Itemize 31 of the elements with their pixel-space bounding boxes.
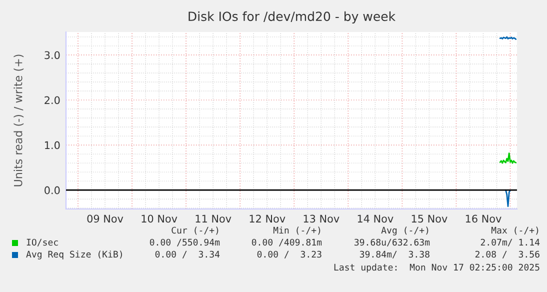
text: Cur (-/+): [172, 226, 218, 235]
y-tick-label: 1.0: [45, 141, 60, 150]
legend-label: IO/sec: [26, 238, 58, 246]
x-tick-label: 16 Nov: [466, 214, 502, 223]
chart-title: Disk IOs for /dev/md20 - by week: [188, 11, 396, 24]
x-tick-label: 14 Nov: [358, 214, 394, 223]
x-tick-label: 10 Nov: [142, 214, 178, 223]
text: 0.00 / 3.34: [155, 250, 220, 258]
y-tick-label: 2.0: [44, 96, 60, 104]
y-tick-label: 3.0: [44, 51, 60, 60]
x-tick-label: 12 Nov: [250, 214, 286, 223]
y-tick-label: 0.0: [44, 186, 60, 194]
y-axis-title: Units read (-) / write (+): [14, 54, 24, 186]
x-tick-label: 09 Nov: [87, 214, 124, 223]
text: 0.00 / 3.23: [257, 250, 322, 258]
text: 39.68u/632.63m: [354, 238, 430, 246]
line-series: [499, 152, 517, 164]
text: Max (-/+): [491, 226, 538, 235]
text: 0.00 /409.81m: [252, 238, 322, 246]
line-series: [505, 189, 511, 207]
text: 39.84m/ 3.38: [360, 250, 430, 258]
text: 0.00 /550.94m: [150, 238, 220, 246]
text: 2.08 / 3.56: [475, 250, 540, 258]
text: Avg (-/+): [381, 226, 428, 236]
legend-label: Avg Req Size (KiB): [26, 250, 122, 260]
x-tick-label: 13 Nov: [304, 214, 340, 223]
x-tick-label: 15 Nov: [412, 214, 448, 223]
text: Min (-/+): [273, 226, 320, 235]
text: Last update: Mon Nov 17 02:25:00 2025: [334, 264, 540, 272]
x-tick-label: 11 Nov: [196, 214, 232, 223]
text: 2.07m/ 1.14: [480, 238, 540, 246]
